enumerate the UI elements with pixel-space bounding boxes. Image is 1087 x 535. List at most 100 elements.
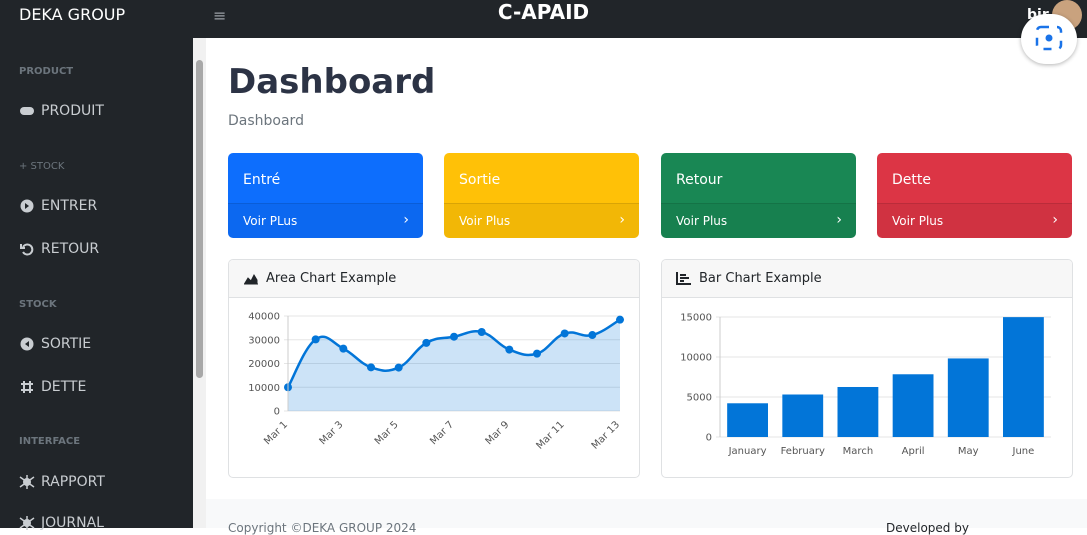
sidebar-item[interactable]: RETOUR: [19, 241, 99, 257]
point: [616, 315, 624, 324]
x-tick-label: February: [781, 446, 825, 457]
sidebar-heading: INTERFACE: [19, 436, 81, 447]
point: [588, 331, 597, 340]
icon: [19, 516, 35, 530]
chart-card: Area Chart Example 0 10000 20000 30000 40000…: [228, 259, 640, 478]
icon: [21, 381, 33, 393]
card-title: Dette: [892, 172, 931, 188]
sidebar-item[interactable]: JOURNAL: [19, 515, 104, 531]
lens-icon: [1035, 25, 1063, 51]
bar: [892, 374, 934, 437]
x-tick-label: April: [902, 446, 925, 457]
icon: [19, 475, 35, 489]
y-tick-label: 20000: [248, 359, 280, 370]
y-tick-label: 15000: [680, 313, 712, 324]
card-link[interactable]: Voir Plus: [459, 214, 511, 228]
bar: [947, 358, 989, 437]
point: [394, 363, 403, 372]
y-tick-label: 30000: [248, 335, 280, 346]
label: ENTRER: [41, 198, 98, 214]
card-link[interactable]: Voir Plus: [892, 214, 944, 228]
card-title: Entré: [243, 172, 281, 188]
app-title: C-APAID: [497, 0, 590, 24]
x-tick-label: June: [1012, 446, 1035, 457]
card-link[interactable]: Voir Plus: [676, 214, 728, 228]
x-tick-label: Mar 7: [428, 419, 456, 447]
breadcrumb: Dashboard: [228, 113, 304, 129]
point: [533, 349, 541, 358]
sidebar-item[interactable]: ENTRER: [19, 198, 97, 214]
label: RAPPORT: [41, 474, 105, 490]
scrollbar[interactable]: [193, 38, 206, 528]
card-title: Sortie: [459, 172, 501, 188]
y-tick-label: 40000: [248, 312, 280, 323]
card-footer[interactable]: Voir Plus ›: [661, 203, 856, 238]
x-tick-label: Mar 3: [318, 419, 346, 447]
chevron: ›: [619, 212, 625, 228]
chart-title: Area Chart Example: [266, 271, 397, 286]
bar: [727, 403, 768, 437]
scroll-thumb[interactable]: [196, 60, 203, 378]
label: DETTE: [41, 379, 87, 395]
y-tick-label: 0: [274, 407, 280, 418]
icon: [20, 199, 34, 213]
lens-button[interactable]: [1021, 14, 1077, 64]
page-title: Dashboard: [228, 62, 436, 102]
copyright: Copyright ©DEKA GROUP 2024: [228, 521, 417, 535]
x-tick-label: May: [958, 446, 979, 457]
bar: [1003, 317, 1044, 437]
chart-title: Bar Chart Example: [699, 271, 822, 286]
point: [339, 344, 348, 353]
chevron: ›: [403, 212, 409, 228]
sidebar-heading: STOCK: [19, 299, 57, 310]
x-tick-label: Mar 1: [262, 419, 290, 447]
x-tick-label: Mar 9: [484, 419, 512, 447]
chart: 0 10000 20000 30000 40000 Mar 1 Mar 3 Mar 5 Mar …: [248, 312, 624, 452]
chart-header: Area Chart Example: [229, 260, 639, 298]
point: [450, 332, 458, 341]
point: [367, 363, 375, 372]
card-title: Retour: [676, 172, 723, 188]
card-footer[interactable]: Voir PLus ›: [228, 203, 423, 238]
icon: [244, 273, 258, 285]
sidebar-item[interactable]: RAPPORT: [19, 474, 105, 490]
point: [311, 335, 320, 344]
icon: [20, 107, 34, 115]
icon: [676, 272, 691, 285]
label: PRODUIT: [41, 103, 104, 119]
card-footer[interactable]: Voir Plus ›: [444, 203, 639, 238]
sidebar-heading: PRODUCT: [19, 66, 74, 77]
y-tick-label: 10000: [248, 383, 280, 394]
x-tick-label: March: [843, 446, 873, 457]
sidebar-item[interactable]: SORTIE: [19, 336, 91, 352]
navbar: DEKA GROUP ≡ C-APAID bjr: [0, 0, 1087, 64]
sidebar-heading: + STOCK: [19, 161, 65, 172]
sidebar: PRODUCT PRODUIT + STOCK ENTRER RETOUR ST…: [0, 38, 193, 531]
point: [477, 328, 486, 337]
card-link[interactable]: Voir PLus: [243, 214, 298, 228]
y-tick-label: 5000: [687, 393, 712, 404]
point: [560, 329, 569, 338]
icon: [20, 337, 34, 351]
x-tick-label: Mar 11: [534, 419, 566, 451]
chart-card: Bar Chart Example 0 5000 10000 15000 January…: [661, 259, 1073, 478]
x-tick-label: Mar 13: [590, 419, 622, 451]
chart: 0 5000 10000 15000 January February March April…: [680, 313, 1051, 457]
menu-toggle[interactable]: ≡: [213, 6, 227, 25]
label: SORTIE: [41, 336, 92, 352]
card-footer[interactable]: Voir Plus ›: [877, 203, 1072, 238]
sidebar-item[interactable]: PRODUIT: [19, 103, 104, 119]
point: [505, 345, 514, 354]
x-tick-label: Mar 5: [373, 419, 401, 447]
chart-header: Bar Chart Example: [662, 260, 1072, 298]
icon: [20, 243, 34, 256]
stat-card: Dette Voir Plus ›: [877, 153, 1072, 238]
credit: Developed by: [886, 521, 969, 535]
bar: [837, 386, 879, 437]
sidebar-item[interactable]: DETTE: [19, 379, 86, 395]
y-tick-label: 0: [706, 433, 712, 444]
brand[interactable]: DEKA GROUP: [19, 5, 126, 24]
point: [422, 338, 431, 347]
stat-card: Sortie Voir Plus ›: [444, 153, 639, 238]
